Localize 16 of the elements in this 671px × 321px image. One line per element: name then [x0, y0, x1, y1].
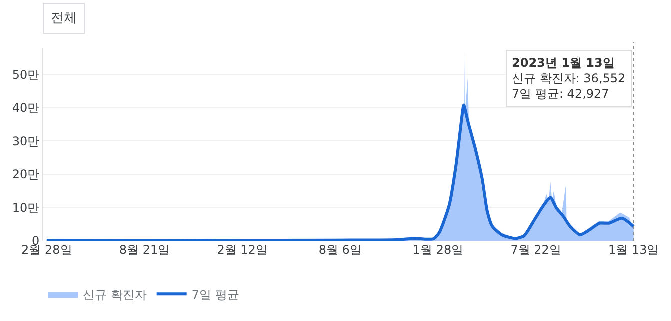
line-series — [45, 104, 635, 241]
y-tick-label: 20만 — [12, 168, 40, 182]
x-tick-label: 1월 28일 — [412, 243, 464, 257]
text: 전체 — [51, 11, 77, 26]
x-tick-label: 8월 6일 — [318, 243, 362, 257]
x-tick-label: 8월 21일 — [119, 243, 170, 257]
x-tick-label: 1월 13일 — [608, 243, 660, 257]
y-tick-label: 50만 — [12, 68, 40, 82]
legend-label: 신규 확진자 — [83, 288, 147, 302]
y-tick-label: 40만 — [12, 101, 40, 116]
x-tick-label: 2월 12일 — [217, 243, 268, 257]
annotation: 2023년 1월 13일 신규 확진자: 36,552 7일 평균: 42,927 — [512, 56, 626, 102]
y-tick-label: 10만 — [12, 200, 40, 215]
y-tick-label: 30만 — [12, 134, 40, 148]
x-tick-label: 7월 22일 — [510, 243, 562, 257]
legend-label: 7일 평균 — [192, 288, 240, 302]
